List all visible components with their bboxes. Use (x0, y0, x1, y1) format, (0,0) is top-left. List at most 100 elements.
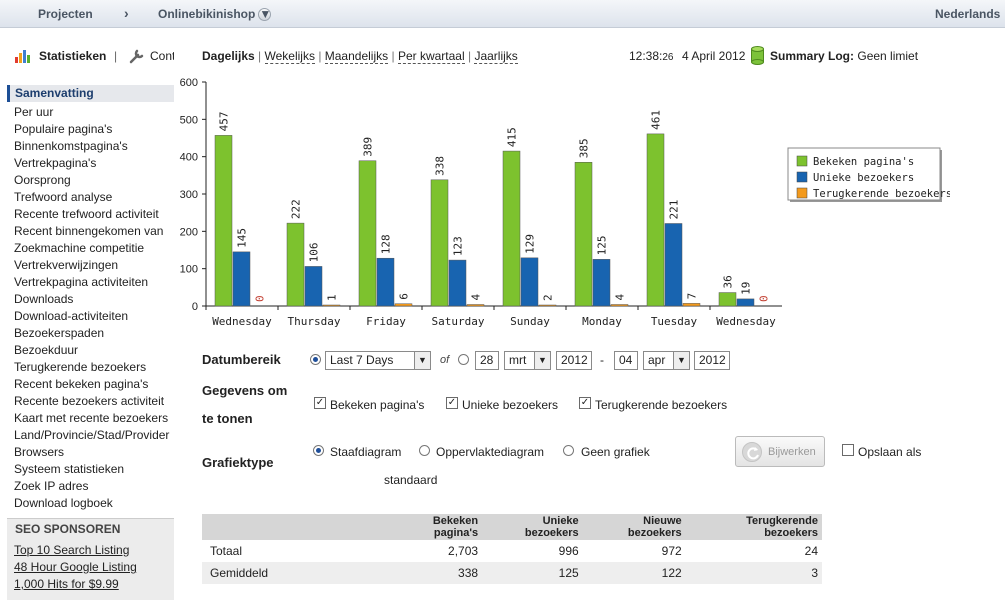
bar (682, 303, 701, 307)
breadcrumb-chevron-icon: › (124, 5, 129, 21)
sidebar-item[interactable]: Populaire pagina's (14, 122, 113, 136)
y-tick-label: 200 (180, 226, 198, 238)
bar-value-label: 0 (254, 295, 267, 302)
language-selector[interactable]: Nederlands (935, 7, 1001, 21)
y-tick-label: 500 (180, 114, 198, 126)
projects-link[interactable]: Projecten (38, 7, 93, 21)
sidebar-item[interactable]: Kaart met recente bezoekers (14, 411, 169, 425)
checkbox-save-default[interactable] (842, 444, 854, 456)
bar (448, 259, 467, 307)
table-row: Totaal 2,703 996 972 24 (202, 540, 822, 562)
nav-yearly[interactable]: Jaarlijks (474, 49, 518, 64)
sidebar-item[interactable]: Vertrekpagina's (14, 156, 97, 170)
checkbox-returning-visitors[interactable]: ✓ (579, 397, 591, 409)
x-tick-label: Saturday (432, 315, 485, 328)
sidebar-item[interactable]: Downloads (14, 292, 74, 306)
table-header-cell: Nieuwe bezoekers (582, 514, 686, 540)
data-label-line2: te tonen (202, 411, 253, 426)
seo-panel: SEO SPONSOREN Top 10 Search Listing 48 Ho… (7, 518, 174, 600)
sidebar-item[interactable]: Vertrekverwijzingen (14, 258, 119, 272)
sidebar-item[interactable]: Trefwoord analyse (14, 190, 113, 204)
table-row: Gemiddeld 338 125 122 3 (202, 562, 822, 584)
radio-no-chart[interactable] (563, 445, 574, 456)
bar (394, 303, 413, 307)
sidebar-item[interactable]: Recente bezoekers activiteit (14, 394, 165, 408)
from-year-input[interactable]: 2012 (556, 351, 592, 370)
sidebar-heading: Samenvatting (15, 86, 94, 100)
nav-weekly[interactable]: Wekelijks (264, 49, 315, 64)
sidebar-item[interactable]: Browsers (14, 445, 65, 459)
bar (592, 259, 611, 307)
sidebar-item[interactable]: Download-activiteiten (14, 309, 129, 323)
nav-quarterly[interactable]: Per kwartaal (397, 49, 465, 64)
refresh-icon (742, 442, 762, 462)
from-day-input[interactable]: 28 (475, 351, 499, 370)
sidebar-item[interactable]: Recente trefwoord activiteit (14, 207, 159, 221)
table-header-cell: Unieke bezoekers (482, 514, 583, 540)
bar-value-label: 222 (290, 199, 303, 219)
bar-value-label: 1 (326, 294, 339, 301)
seo-link[interactable]: 48 Hour Google Listing (14, 560, 137, 574)
data-label-line1: Gegevens om (202, 383, 288, 398)
nav-monthly[interactable]: Maandelijks (324, 49, 389, 64)
table-header-cell: Bekeken pagina's (382, 514, 483, 540)
sidebar-item[interactable]: Per uur (14, 105, 54, 119)
seo-link[interactable]: Top 10 Search Listing (14, 543, 130, 557)
bar (664, 223, 683, 307)
bar (718, 292, 737, 307)
project-selector[interactable]: Onlinebikinishop ▼ (158, 7, 272, 22)
nav-daily[interactable]: Dagelijks (202, 49, 255, 63)
sidebar-item[interactable]: Recent bekeken pagina's (14, 377, 149, 391)
bar (646, 133, 665, 307)
sidebar-active-item[interactable]: Samenvatting (7, 85, 174, 102)
sidebar-item[interactable]: Recent binnengekomen van (14, 224, 164, 238)
range-preset-select[interactable]: Last 7 Days ▼ (325, 351, 431, 370)
to-month-select[interactable]: apr ▼ (643, 351, 690, 370)
sidebar-item[interactable]: Land/Provincie/Stad/Provider (14, 428, 170, 442)
sidebar-item[interactable]: Oorsprong (14, 173, 71, 187)
checkbox-page-views[interactable]: ✓ (314, 397, 326, 409)
tab-statistics[interactable]: Statistieken (39, 49, 107, 63)
sidebar-item[interactable]: Vertrekpagina activiteiten (14, 275, 149, 289)
bar-value-label: 457 (218, 112, 231, 132)
summary-table: Bekeken pagina's Unieke bezoekers Nieuwe b… (202, 514, 822, 584)
x-tick-label: Thursday (288, 315, 341, 328)
y-tick-label: 0 (192, 301, 198, 313)
radio-area-chart[interactable] (419, 445, 430, 456)
bar-value-label: 7 (686, 293, 699, 300)
update-button[interactable]: Bijwerken (735, 436, 825, 467)
to-year-input[interactable]: 2012 (694, 351, 730, 370)
chevron-down-icon[interactable]: ▼ (258, 7, 272, 22)
radio-bar-chart[interactable] (313, 445, 324, 456)
table-cell: 125 (482, 562, 583, 584)
radio-custom-range[interactable] (458, 354, 469, 365)
seo-link[interactable]: 1,000 Hits for $9.99 (14, 577, 119, 591)
bar (538, 304, 557, 307)
range-preset-value: Last 7 Days (330, 353, 394, 367)
sidebar-item[interactable]: Zoekmachine competitie (14, 241, 145, 255)
summary-log-value: Geen limiet (857, 49, 919, 63)
checkbox-unique-visitors[interactable]: ✓ (446, 397, 458, 409)
legend-swatch (796, 187, 808, 199)
tab-separator: | (114, 49, 118, 63)
sidebar-item[interactable]: Bezoekerspaden (14, 326, 105, 340)
bar-value-label: 145 (236, 228, 249, 248)
from-month-select[interactable]: mrt ▼ (504, 351, 551, 370)
to-day-input[interactable]: 04 (614, 351, 638, 370)
update-button-label: Bijwerken (768, 446, 816, 458)
bar-value-label: 129 (524, 234, 537, 254)
sidebar-item[interactable]: Terugkerende bezoekers (14, 360, 147, 374)
period-nav: Dagelijks | Wekelijks | Maandelijks | Pe… (202, 49, 518, 64)
sidebar-item[interactable]: Binnenkomstpagina's (14, 139, 128, 153)
sidebar-item[interactable]: Download logboek (14, 496, 113, 510)
clock-time: 12:38: (629, 49, 663, 63)
table-header-cell: Terugkerende bezoekers (685, 514, 822, 540)
bar (232, 251, 251, 307)
sidebar-item[interactable]: Systeem statistieken (14, 462, 125, 476)
sidebar-item[interactable]: Zoek IP adres (14, 479, 89, 493)
bar-value-label: 36 (722, 275, 735, 288)
tab-config[interactable]: Cont (150, 49, 174, 63)
radio-preset-range[interactable] (310, 354, 321, 365)
sidebar-item[interactable]: Bezoekduur (14, 343, 79, 357)
bar (214, 135, 233, 307)
